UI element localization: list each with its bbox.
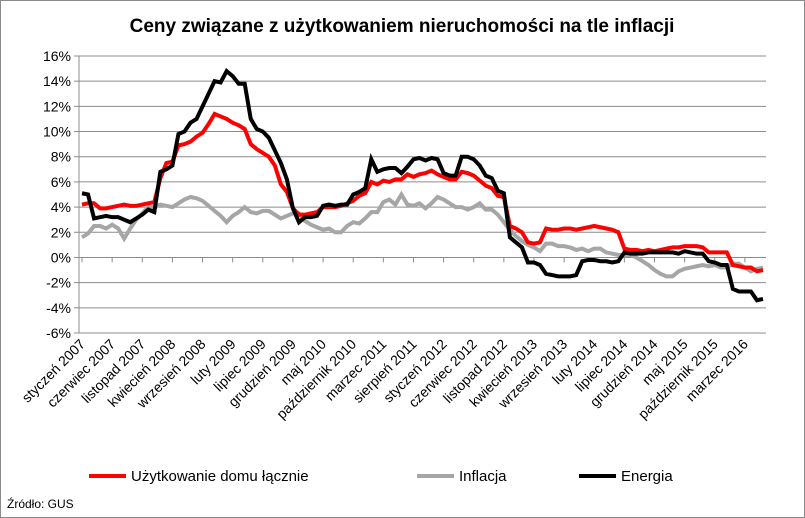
y-tick-label: 12% bbox=[43, 98, 71, 114]
y-tick-label: -2% bbox=[46, 275, 71, 291]
y-tick-label: 8% bbox=[51, 149, 71, 165]
y-tick-label: 16% bbox=[43, 48, 71, 64]
series-line bbox=[81, 67, 764, 303]
chart-title: Ceny związane z użytkowaniem nieruchomoś… bbox=[130, 16, 675, 37]
y-tick-label: -4% bbox=[46, 300, 71, 316]
y-tick-label: -6% bbox=[46, 325, 71, 341]
series-line bbox=[80, 190, 764, 279]
y-tick-label: 6% bbox=[51, 174, 71, 190]
series-lines bbox=[80, 67, 764, 303]
y-axis: -6% -4% -2% 0% 2% 4% 6% 8% 10% 12% 14% 16% bbox=[43, 48, 80, 341]
legend-label: Energia bbox=[621, 468, 673, 485]
series-line bbox=[81, 111, 764, 274]
source-note: Źródło: GUS bbox=[7, 496, 74, 511]
y-tick-label: 10% bbox=[43, 124, 71, 140]
y-tick-label: 4% bbox=[51, 199, 71, 215]
legend-label: Użytkowanie domu łącznie bbox=[131, 468, 309, 485]
y-tick-label: 2% bbox=[51, 224, 71, 240]
legend-label: Inflacja bbox=[459, 468, 507, 485]
y-tick-label: 0% bbox=[51, 249, 71, 265]
y-tick-label: 14% bbox=[43, 73, 71, 89]
gridlines bbox=[79, 55, 766, 334]
legend: Użytkowanie domu łącznie Inflacja Energia bbox=[89, 468, 673, 485]
